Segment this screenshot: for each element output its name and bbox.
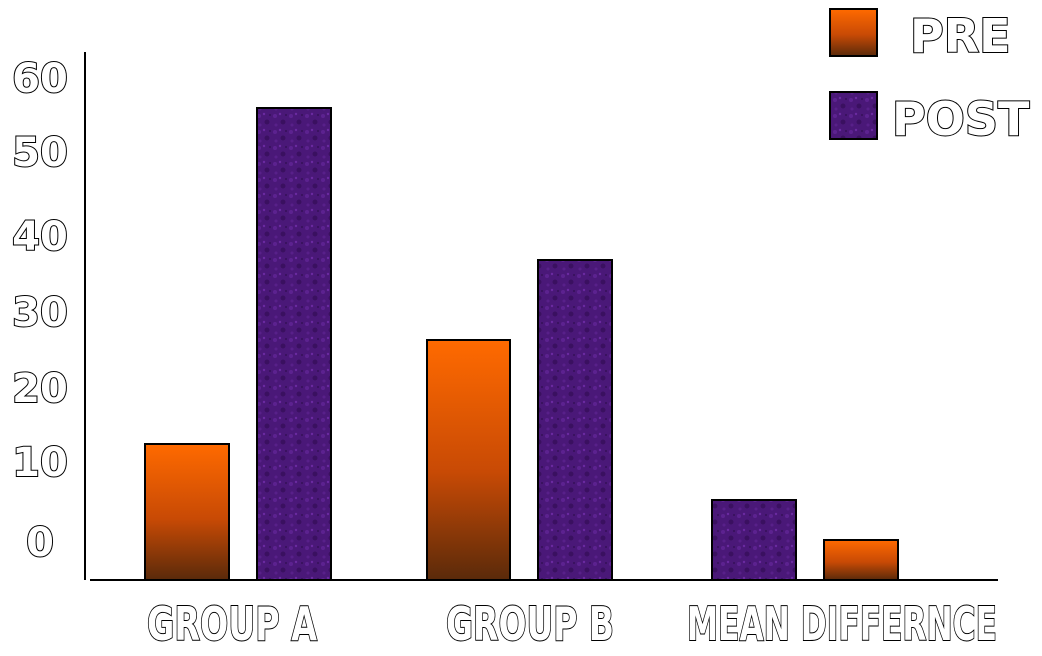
bar-post [537,259,613,581]
legend-label-pre: PRE [910,9,1011,63]
x-category-labels: GROUP A GROUP B MEAN DIFFERNCE [146,596,998,652]
y-tick-label: 30 [12,290,68,336]
y-tick-label: 50 [12,130,68,176]
legend-swatch-post [829,91,878,140]
legend-label-post: POST [892,92,1030,146]
bars [144,107,899,581]
legend: PRE POST [829,8,1031,147]
legend-swatch-pre [829,8,878,57]
x-category-label: GROUP B [446,597,614,651]
bar-post [256,107,332,581]
bar-post [711,499,797,581]
y-tick-label: 60 [12,56,68,102]
bar-pre [426,339,511,581]
x-category-label: MEAN DIFFERNCE [687,597,997,651]
x-category-label: GROUP A [147,597,317,651]
y-tick-label: 20 [12,366,68,412]
y-tick-label: 40 [12,214,68,260]
y-tick-labels: 0 10 20 30 40 50 60 [11,55,69,567]
y-tick-label: 0 [26,520,54,566]
bar-pre [823,539,899,581]
y-tick-label: 10 [12,440,68,486]
bar-pre [144,443,230,581]
